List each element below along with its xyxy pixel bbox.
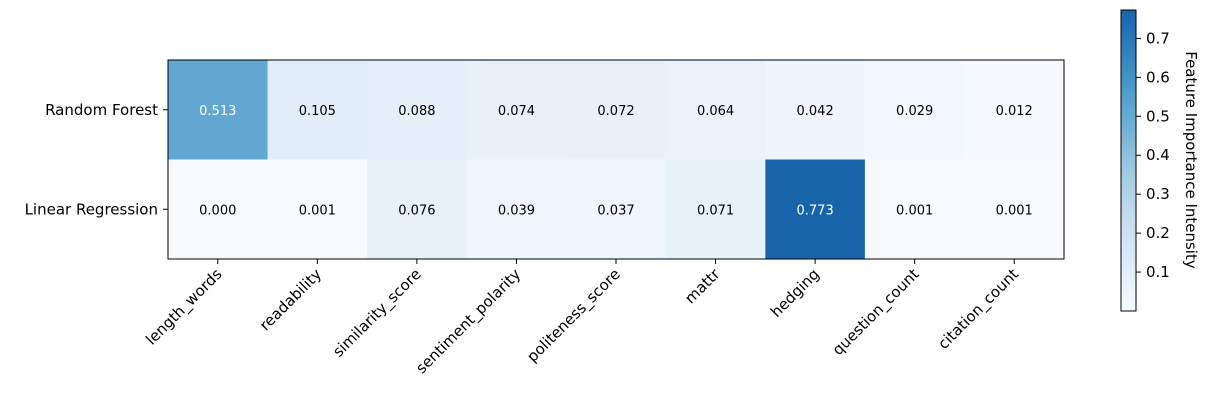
cell-value-label: 0.037 (597, 203, 634, 218)
heatmap-cell (267, 60, 368, 160)
heatmap-cell (267, 159, 368, 260)
colorbar-tick-label: 0.7 (1146, 29, 1170, 47)
colorbar-ticks: 0.1 0.2 0.3 0.4 0.5 0.6 0.7 (1136, 29, 1170, 281)
cell-value-label: 0.001 (996, 203, 1033, 218)
colorbar-gradient (1120, 9, 1137, 312)
x-axis: length_words readability similarity_scores… (142, 259, 1023, 378)
cell-value-label: 0.074 (498, 104, 535, 119)
cell-value-label: 0.076 (398, 203, 435, 218)
cell-value-label: 0.088 (398, 104, 435, 119)
cell-value-label: 0.071 (697, 203, 734, 218)
x-tick-label: readability (256, 265, 325, 334)
colorbar-tick-label: 0.2 (1146, 224, 1170, 242)
cell-value-label: 0.001 (896, 203, 933, 218)
heatmap-cell (864, 159, 965, 260)
x-tick-label: length_words (142, 265, 226, 349)
colorbar-tick-label: 0.4 (1146, 146, 1170, 164)
colorbar-label: Feature Importance Intensity (1182, 51, 1200, 269)
x-tick-label: citation_count (934, 265, 1023, 354)
heatmap-cell (765, 60, 866, 160)
heatmap-cell (168, 60, 269, 160)
cell-value-label: 0.029 (896, 104, 933, 119)
heatmap-cell (466, 159, 567, 260)
cell-value-label: 0.039 (498, 203, 535, 218)
y-axis: Random Forest Linear Regression (25, 101, 168, 218)
heatmap-cell (367, 159, 468, 260)
heatmap-cell (566, 60, 667, 160)
colorbar: 0.1 0.2 0.3 0.4 0.5 0.6 0.7 Feature Importance… (1120, 9, 1200, 312)
heatmap-cell (566, 159, 667, 260)
x-tick-label: politeness_score (523, 265, 624, 366)
heatmap-value-labels: 0.513 0.105 0.088 0.074 0.072 0.064 0.042 0.029… (199, 104, 1033, 219)
cell-value-label: 0.105 (299, 104, 336, 119)
colorbar-tick-label: 0.1 (1146, 263, 1170, 281)
heatmap-cell (665, 159, 766, 260)
cell-value-label: 0.513 (199, 104, 236, 119)
heatmap-cell (765, 159, 866, 260)
x-tick-label: question_count (829, 265, 924, 360)
heatmap-cell (168, 159, 269, 260)
colorbar-tick-label: 0.6 (1146, 68, 1170, 86)
heatmap-cell (367, 60, 468, 160)
cell-value-label: 0.000 (199, 203, 236, 218)
cell-value-label: 0.012 (996, 104, 1033, 119)
x-tick-label: sentiment_polarity (412, 265, 525, 378)
y-tick-label: Linear Regression (25, 200, 158, 218)
cell-value-label: 0.773 (797, 203, 834, 218)
heatmap-cell (964, 60, 1065, 160)
colorbar-tick-label: 0.5 (1146, 107, 1170, 125)
heatmap-cells (168, 60, 1065, 260)
x-tick-label: mattr (681, 265, 724, 308)
x-tick-label: similarity_score (329, 265, 425, 361)
cell-value-label: 0.042 (797, 104, 834, 119)
heatmap-cell (466, 60, 567, 160)
cell-value-label: 0.001 (299, 203, 336, 218)
colorbar-tick-label: 0.3 (1146, 185, 1170, 203)
heatmap-cell (864, 60, 965, 160)
y-tick-label: Random Forest (45, 101, 158, 119)
cell-value-label: 0.072 (597, 104, 634, 119)
heatmap-cell (964, 159, 1065, 260)
heatmap-cell (665, 60, 766, 160)
cell-value-label: 0.064 (697, 104, 734, 119)
x-tick-label: hedging (767, 265, 823, 321)
